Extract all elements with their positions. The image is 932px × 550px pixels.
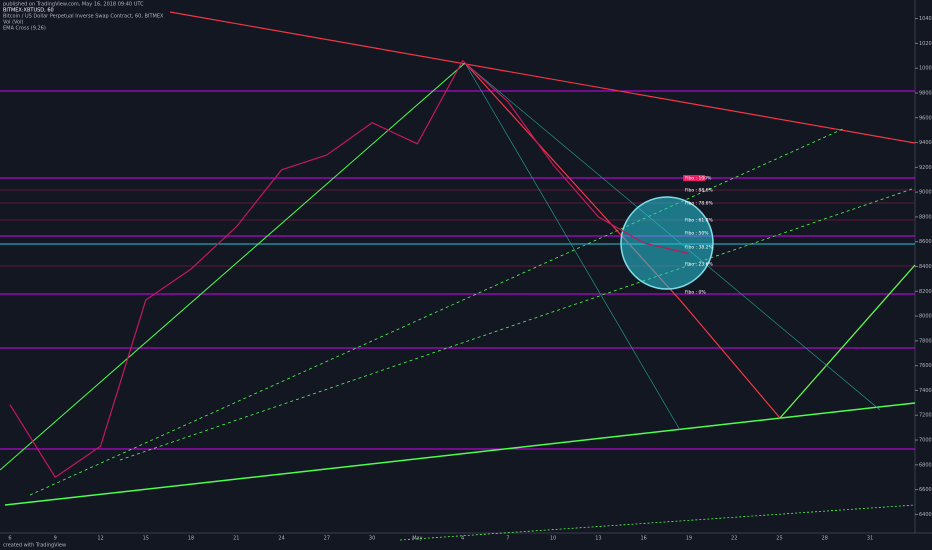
x-tick-label: 24 xyxy=(278,536,284,542)
x-tick-label: 27 xyxy=(324,536,330,542)
instrument: Bitcoin / US Dollar Perpetual Inverse Sw… xyxy=(3,14,164,20)
x-tick-label: May xyxy=(412,536,422,542)
y-tick-label: 9800 xyxy=(919,90,932,96)
y-tick-label: 8000 xyxy=(919,314,932,320)
x-tick-label: 6 xyxy=(8,536,11,542)
y-tick-label: 9600 xyxy=(919,115,932,121)
y-tick-label: 8800 xyxy=(919,214,932,220)
y-tick-label: 7400 xyxy=(919,388,932,394)
y-tick-label: 9000 xyxy=(919,190,932,196)
y-tick-label: 10400 xyxy=(919,16,932,22)
indicator: Vol (Vol) xyxy=(3,20,24,26)
y-tick-label: 10000 xyxy=(919,66,932,72)
symbol: BITMEX:XBTUSD, 60 xyxy=(3,8,54,14)
dashed-channel xyxy=(29,127,846,496)
x-tick-label: 30 xyxy=(369,536,375,542)
resistance-line xyxy=(169,11,916,144)
fib-label: Fibo : 38.2% xyxy=(685,245,714,251)
x-tick-label: 19 xyxy=(686,536,692,542)
price-line xyxy=(9,59,690,479)
x-tick-label: 12 xyxy=(97,536,103,542)
fib-label-group: Fibo : 100% Fibo : 88.6% Fibo : 78.6% Fi… xyxy=(683,175,714,296)
x-tick-label: 9 xyxy=(54,536,57,542)
dashed-channel xyxy=(119,187,916,461)
levels xyxy=(0,90,915,450)
fib-label: Fibo : 23.6% xyxy=(685,262,714,268)
highlight-circle xyxy=(620,196,714,290)
y-tick-label: 6400 xyxy=(919,512,932,518)
y-tick-label: 10200 xyxy=(919,41,932,47)
x-tick-label: 10 xyxy=(550,536,556,542)
x-tick-label: 31 xyxy=(867,536,873,542)
projection-up xyxy=(779,264,916,419)
x-tick-label: 21 xyxy=(233,536,239,542)
x-tick-label: 18 xyxy=(188,536,194,542)
fan-line xyxy=(464,62,681,431)
fib-tag xyxy=(683,175,705,181)
y-tick-label: 7200 xyxy=(919,413,932,419)
fib-label: Fibo : 50% xyxy=(685,231,709,237)
fib-label: Fibo : 100% xyxy=(685,176,712,182)
fib-label: Fibo : 78.6% xyxy=(685,201,714,207)
fib-lines xyxy=(0,189,915,267)
y-tick-label: 7800 xyxy=(919,338,932,344)
y-tick-label: 9400 xyxy=(919,140,932,146)
y-tick-label: 6600 xyxy=(919,487,932,493)
y-tick-label: 9200 xyxy=(919,165,932,171)
x-tick-label: 22 xyxy=(731,536,737,542)
x-tick-label: 16 xyxy=(640,536,646,542)
fib-label: Fibo : 61.8% xyxy=(685,218,714,224)
fib-label: Fibo : 88.6% xyxy=(685,188,714,194)
x-tick-label: 28 xyxy=(822,536,828,542)
x-tick-label: 15 xyxy=(143,536,149,542)
x-tick-label: 13 xyxy=(595,536,601,542)
y-tick-label: 7000 xyxy=(919,438,932,444)
fib-label: Fibo : 0% xyxy=(685,290,706,296)
x-tick-label: 7 xyxy=(506,536,509,542)
y-tick-label: 8400 xyxy=(919,264,932,270)
y-tick-label: 8200 xyxy=(919,289,932,295)
x-tick-label: 4 xyxy=(461,536,464,542)
long-support xyxy=(4,402,916,506)
y-tick-label: 8600 xyxy=(919,239,932,245)
y-tick-label: 6800 xyxy=(919,462,932,468)
x-tick-label: 25 xyxy=(776,536,782,542)
support-line xyxy=(0,62,466,471)
indicator: EMA Cross (9,26) xyxy=(3,26,46,32)
y-tick-label: 7600 xyxy=(919,363,932,369)
publisher: published on TradingView.com, May 16, 20… xyxy=(3,2,144,8)
footer: created with TradingView xyxy=(3,543,66,549)
